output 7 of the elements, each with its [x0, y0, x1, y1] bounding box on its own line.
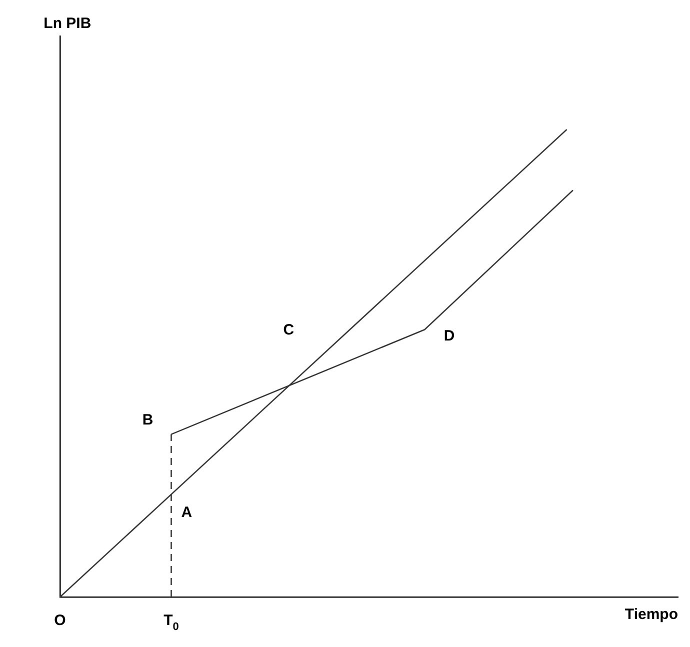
text: Ln PIB [44, 14, 92, 32]
annotation: C [283, 322, 294, 339]
x-axis-title: Tiempo [624, 606, 678, 624]
annotation: D [444, 327, 455, 344]
x-tick-label: O [54, 612, 66, 630]
annotation: B [142, 411, 154, 428]
annotation: A [181, 504, 192, 522]
